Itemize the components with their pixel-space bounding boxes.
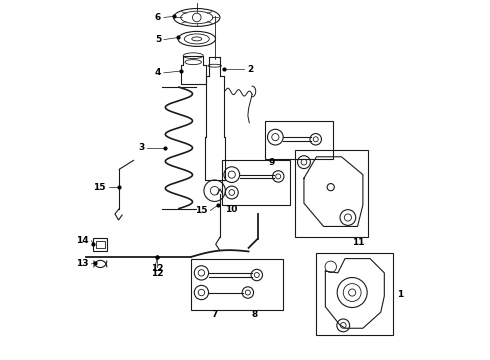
Text: 8: 8 <box>252 310 258 319</box>
Text: 2: 2 <box>247 65 253 74</box>
Text: 12: 12 <box>151 264 164 273</box>
Text: 15: 15 <box>93 183 106 192</box>
Text: 12: 12 <box>151 269 164 278</box>
Text: 7: 7 <box>212 310 218 319</box>
Text: 1: 1 <box>397 290 403 299</box>
Text: 10: 10 <box>225 205 238 214</box>
Text: 13: 13 <box>76 260 89 269</box>
Bar <box>295 150 368 237</box>
Text: 3: 3 <box>138 143 144 152</box>
Bar <box>317 253 393 336</box>
Bar <box>192 258 283 310</box>
Bar <box>265 121 333 158</box>
Text: 14: 14 <box>76 236 89 245</box>
Text: 4: 4 <box>155 68 161 77</box>
Text: 6: 6 <box>155 13 161 22</box>
Bar <box>96 241 104 248</box>
Text: 11: 11 <box>352 238 365 247</box>
Bar <box>93 238 107 251</box>
Text: 5: 5 <box>155 35 161 44</box>
Text: 9: 9 <box>268 158 274 167</box>
Text: 15: 15 <box>195 206 207 215</box>
Bar <box>222 160 290 205</box>
